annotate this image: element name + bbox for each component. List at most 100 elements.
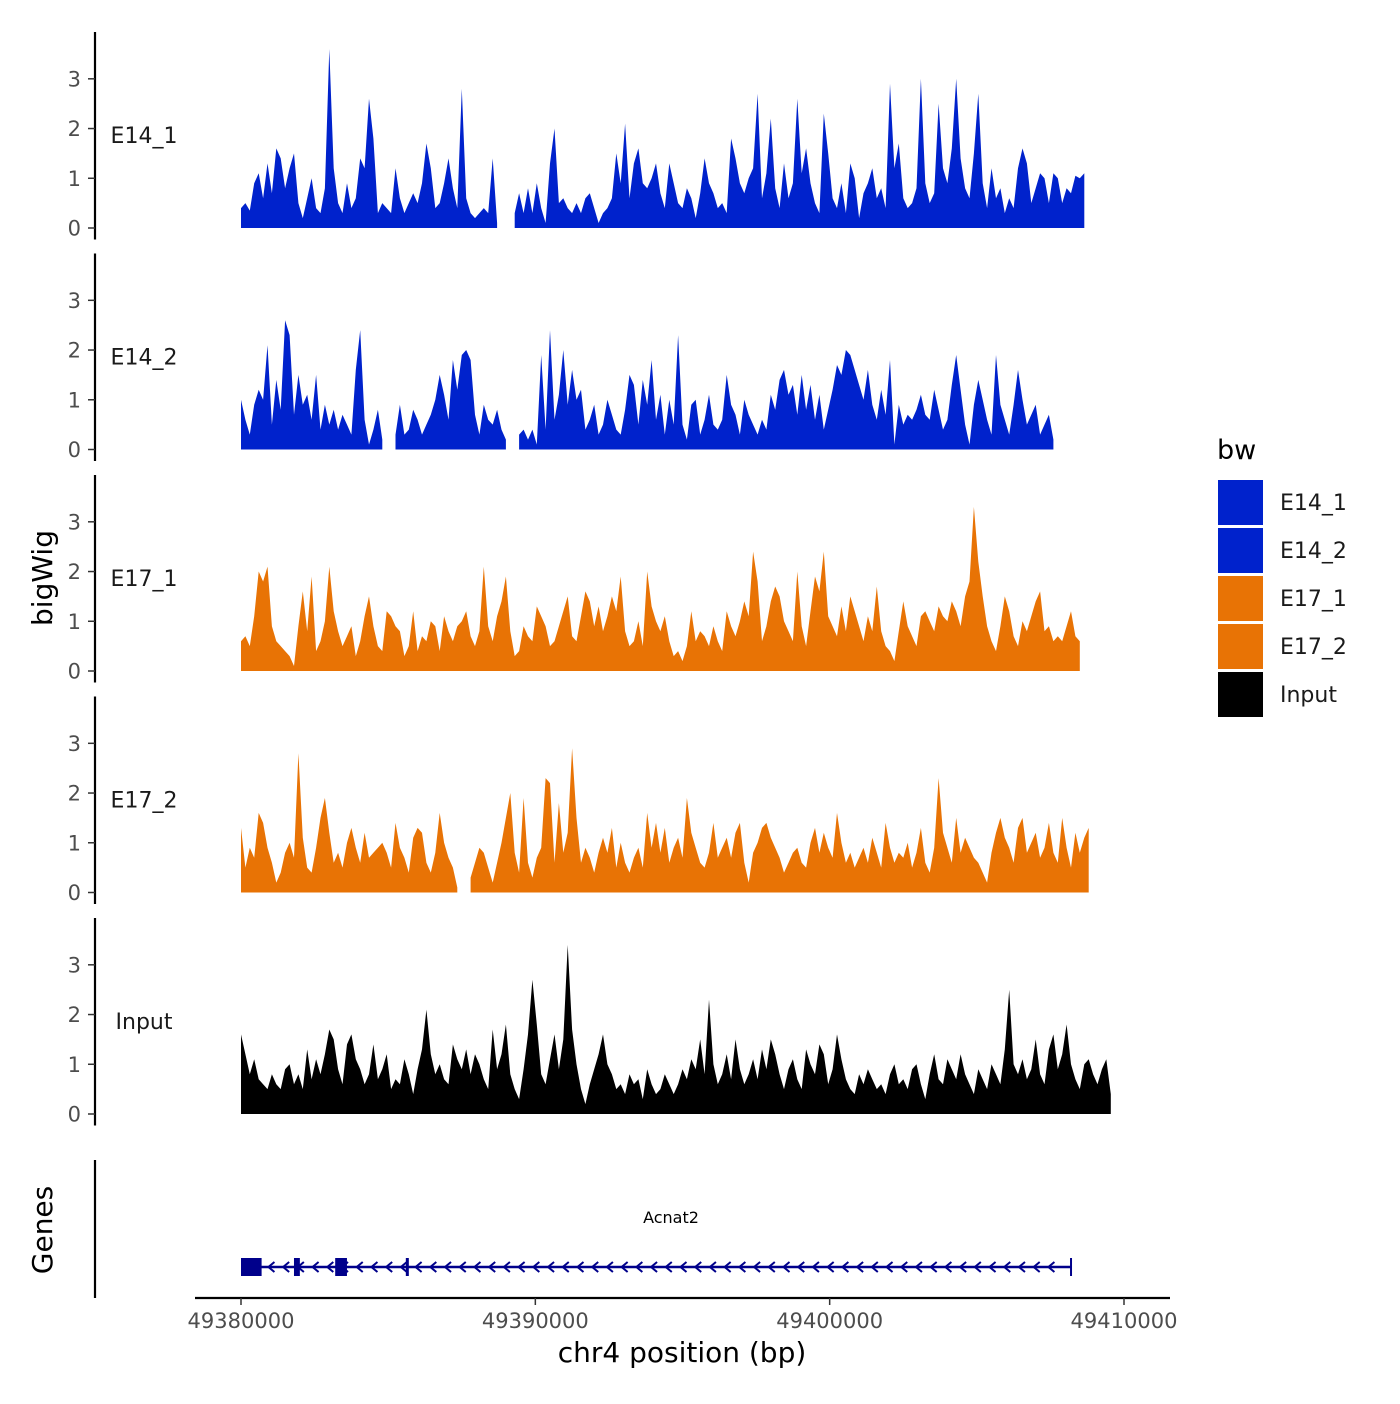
track-e14-1: 0 1 2 3 E14_1: [68, 32, 1085, 241]
legend-label: E14_2: [1280, 539, 1347, 564]
strand-arrow: [1032, 1261, 1041, 1273]
track-label: E14_2: [111, 346, 178, 371]
signal-area: [241, 944, 1111, 1114]
legend: bw E14_1 E14_2 E17_1 E17_2 Input: [1217, 435, 1347, 717]
y-tick-label: 0: [68, 660, 81, 684]
strand-arrow: [737, 1261, 747, 1273]
y-tick-label: 0: [68, 1103, 81, 1127]
strand-arrow: [914, 1261, 923, 1273]
track-label: Input: [116, 1010, 173, 1035]
strand-arrow: [414, 1261, 423, 1273]
y-tick-label: 3: [68, 289, 81, 313]
strand-arrow: [958, 1261, 967, 1273]
strand-arrow: [1017, 1261, 1026, 1273]
y-tick-label: 1: [68, 1053, 81, 1077]
strand-arrow: [487, 1261, 496, 1273]
signal-area: [519, 330, 1054, 450]
strand-arrow: [311, 1261, 320, 1273]
signal-area: [241, 49, 498, 228]
y-tick-label: 3: [68, 510, 81, 534]
strand-arrow: [973, 1261, 982, 1273]
legend-key: [1218, 576, 1263, 621]
signal-tracks: 0 1 2 3 E14_1 0 1 2 3 E14_2 0 1 2 3 E17_1 0 1 2 3 E17_2 0 1 2 3…: [68, 32, 1111, 1127]
strand-arrow: [355, 1261, 364, 1273]
track-input: 0 1 2 3 Input: [68, 918, 1111, 1127]
legend-key: [1218, 672, 1263, 717]
strand-arrow: [369, 1261, 379, 1273]
y-tick-label: 3: [68, 953, 81, 977]
y-tick-label: 2: [68, 560, 81, 584]
strand-arrow: [664, 1261, 673, 1273]
strand-arrow: [399, 1261, 408, 1273]
legend-label: Input: [1280, 683, 1337, 708]
strand-arrow: [723, 1261, 732, 1273]
y-tick-label: 2: [68, 339, 81, 363]
strand-arrow: [752, 1261, 761, 1273]
y-tick-label: 0: [68, 438, 81, 462]
y-tick-label: 2: [68, 117, 81, 141]
y-tick-label: 2: [68, 782, 81, 806]
legend-label: E17_2: [1280, 635, 1347, 660]
strand-arrow: [531, 1261, 540, 1273]
strand-arrow: [325, 1261, 334, 1273]
signal-area: [241, 753, 458, 893]
strand-arrow: [929, 1261, 938, 1273]
y-tick-label: 0: [68, 217, 81, 241]
x-axis: 49380000 49390000 49400000 49410000: [188, 1296, 1178, 1333]
strand-arrow: [987, 1261, 997, 1273]
strand-arrow: [634, 1261, 643, 1273]
gene-exon: [405, 1258, 409, 1276]
legend-label: E14_1: [1280, 491, 1347, 516]
gene-acnat2: Acnat2: [241, 1208, 1073, 1276]
y-tick-label: 0: [68, 881, 81, 905]
strand-arrow: [796, 1261, 805, 1273]
gene-label: Acnat2: [643, 1208, 699, 1227]
strand-arrow: [620, 1261, 629, 1273]
signal-area: [395, 350, 506, 450]
strand-arrow: [1046, 1261, 1056, 1273]
track-e17-1: 0 1 2 3 E17_1: [68, 475, 1080, 684]
strand-arrow: [649, 1261, 658, 1273]
strand-arrow: [899, 1261, 908, 1273]
strand-arrow: [458, 1261, 467, 1273]
x-tick-label: 49380000: [188, 1309, 295, 1333]
genes-axis-title: Genes: [26, 1186, 59, 1274]
track-label: E17_1: [111, 567, 178, 592]
strand-arrow: [266, 1261, 276, 1273]
strand-arrow: [443, 1261, 452, 1273]
legend-title: bw: [1217, 435, 1256, 466]
y-axis-title: bigWig: [26, 530, 59, 626]
strand-arrow: [884, 1261, 894, 1273]
strand-arrow: [855, 1261, 864, 1273]
y-tick-label: 1: [68, 167, 81, 191]
strand-arrow: [575, 1261, 585, 1273]
x-tick-label: 49410000: [1071, 1309, 1178, 1333]
strand-arrow: [1002, 1261, 1011, 1273]
strand-arrow: [472, 1261, 482, 1273]
strand-arrow: [428, 1261, 437, 1273]
y-tick-label: 3: [68, 67, 81, 91]
strand-arrow: [281, 1261, 290, 1273]
strand-arrow: [767, 1261, 776, 1273]
y-tick-label: 1: [68, 610, 81, 634]
x-tick-label: 49400000: [776, 1309, 883, 1333]
signal-area: [241, 320, 383, 450]
strand-arrow: [546, 1261, 555, 1273]
strand-arrow: [781, 1261, 791, 1273]
legend-key: [1218, 624, 1263, 669]
strand-arrow: [502, 1261, 511, 1273]
strand-arrow: [678, 1261, 688, 1273]
strand-arrow: [590, 1261, 599, 1273]
x-tick-label: 49390000: [482, 1309, 589, 1333]
y-tick-label: 2: [68, 1003, 81, 1027]
signal-area: [470, 748, 1089, 893]
strand-arrow: [870, 1261, 879, 1273]
legend-key: [1218, 480, 1263, 525]
strand-arrow: [561, 1261, 570, 1273]
strand-arrow: [693, 1261, 702, 1273]
gene-exon: [293, 1258, 300, 1276]
track-e14-2: 0 1 2 3 E14_2: [68, 253, 1054, 462]
strand-arrow: [943, 1261, 953, 1273]
signal-area: [514, 78, 1085, 228]
strand-arrow: [517, 1261, 526, 1273]
